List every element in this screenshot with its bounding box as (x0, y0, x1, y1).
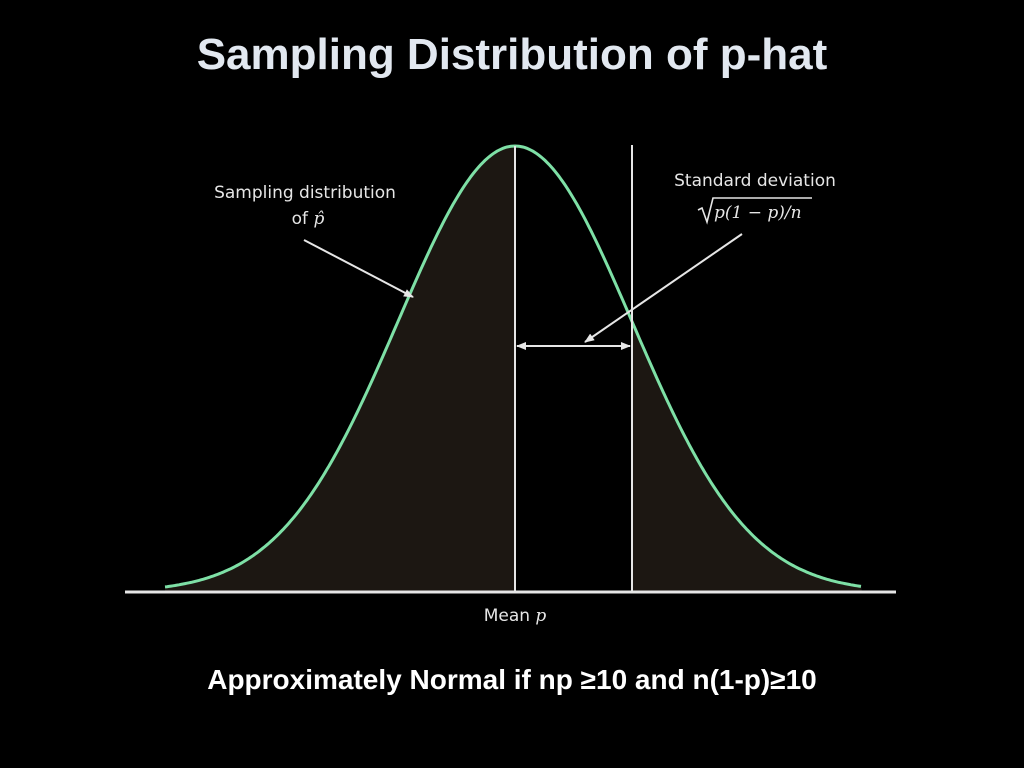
curve-label-line1: Sampling distribution (214, 183, 396, 203)
slide-title: Sampling Distribution of p-hat (196, 30, 828, 79)
sd-label-arrow (584, 233, 743, 343)
mean-label: Mean p (484, 606, 547, 626)
sqrt-sign-icon (697, 197, 812, 225)
curve-label-arrow (303, 239, 414, 298)
one-sd-band (515, 148, 632, 592)
curve-label-line2: of p̂ (292, 209, 325, 229)
normality-condition: Approximately Normal if np ≥10 and n(1-p… (207, 664, 817, 695)
p-hat-symbol: p̂ (313, 209, 324, 229)
mean-label-prefix: Mean (484, 606, 536, 626)
sd-formula: p(1 − p)/n (714, 203, 802, 223)
mean-symbol: p (535, 606, 546, 626)
curve-label-prefix: of (292, 209, 314, 229)
sd-label-line1: Standard deviation (674, 171, 836, 191)
normal-curve (164, 144, 862, 589)
curve-fill (165, 146, 862, 592)
